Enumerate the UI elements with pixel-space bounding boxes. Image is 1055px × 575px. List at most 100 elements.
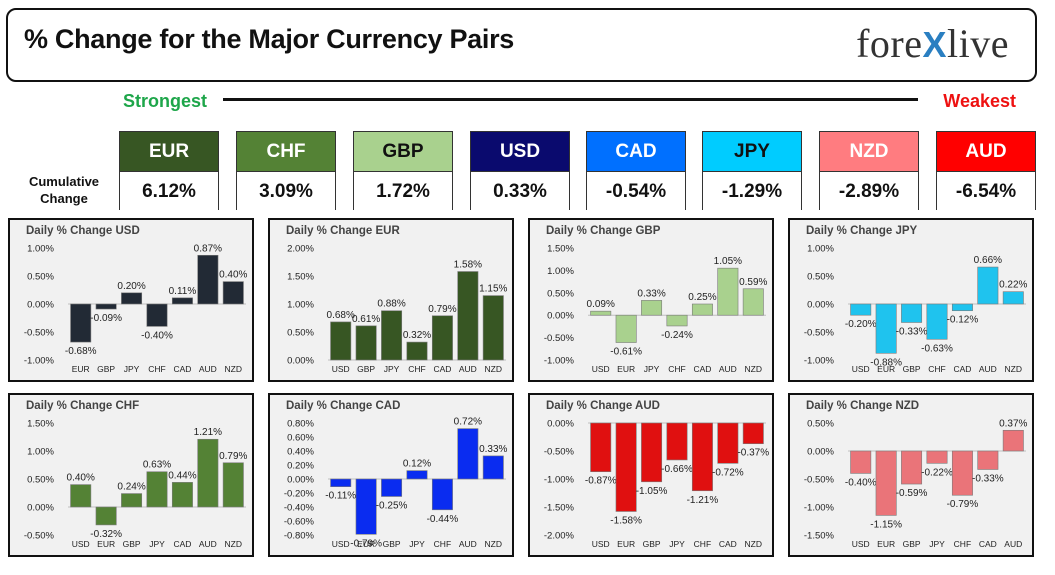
- x-tick-label: EUR: [877, 539, 895, 549]
- bar-usd: [590, 310, 612, 316]
- bar-gbp: [901, 303, 923, 323]
- x-tick-label: USD: [852, 364, 870, 374]
- bar-aud: [717, 267, 739, 316]
- cumulative-label-line1: Cumulative: [28, 174, 100, 189]
- y-tick-label: -1.00%: [804, 356, 835, 367]
- data-label: -0.24%: [661, 330, 693, 341]
- y-tick-label: 0.00%: [27, 300, 54, 311]
- data-label: -0.40%: [141, 330, 173, 341]
- y-tick-label: -0.40%: [284, 503, 315, 514]
- data-label: 0.22%: [999, 280, 1027, 291]
- strongest-label: Strongest: [123, 91, 208, 111]
- data-label: 0.33%: [479, 444, 507, 455]
- bar-chf: [666, 314, 688, 327]
- data-label: 1.05%: [714, 256, 742, 267]
- data-label: 0.37%: [999, 418, 1027, 429]
- logo-text-right: live: [947, 21, 1009, 66]
- data-label: -0.37%: [737, 448, 769, 459]
- y-tick-label: -0.50%: [24, 531, 55, 542]
- x-tick-label: CAD: [953, 364, 971, 374]
- x-tick-label: CAD: [173, 539, 191, 549]
- x-tick-label: GBP: [357, 364, 375, 374]
- bar-chart: -0.80% -0.60% -0.40% -0.20% 0.00% 0.20% 0.40% 0…: [284, 417, 508, 550]
- y-tick-label: 0.20%: [287, 461, 314, 472]
- logo-text-left: fore: [856, 21, 923, 66]
- data-label: -0.59%: [896, 488, 928, 499]
- data-label: 0.40%: [219, 270, 247, 281]
- bar-eur: [875, 450, 897, 516]
- y-tick-label: 0.00%: [547, 311, 574, 322]
- y-tick-label: 0.80%: [287, 419, 314, 430]
- data-label: 0.79%: [219, 451, 247, 462]
- y-tick-label: 1.00%: [287, 300, 314, 311]
- x-tick-label: JPY: [384, 364, 400, 374]
- data-label: 0.88%: [377, 299, 405, 310]
- x-tick-label: AUD: [979, 364, 997, 374]
- bar-jpy: [121, 292, 143, 305]
- data-label: -1.21%: [687, 495, 719, 506]
- y-tick-label: 1.00%: [27, 447, 54, 458]
- x-tick-label: GBP: [123, 539, 141, 549]
- y-tick-label: 0.50%: [287, 328, 314, 339]
- data-label: -0.33%: [896, 326, 928, 337]
- y-tick-label: -1.00%: [544, 356, 575, 367]
- data-label: -0.79%: [947, 499, 979, 510]
- y-tick-label: -1.00%: [804, 503, 835, 514]
- y-tick-label: 0.50%: [807, 419, 834, 430]
- y-tick-label: -0.20%: [284, 489, 315, 500]
- bar-eur: [875, 303, 897, 354]
- bar-jpy: [926, 450, 948, 464]
- data-label: 0.25%: [688, 292, 716, 303]
- bar-jpy: [641, 300, 663, 316]
- chart-panel-7: Daily % Change AUD -2.00% -1.50% -1.00% -0.5…: [528, 393, 774, 557]
- chart-title: Daily % Change NZD: [806, 400, 920, 412]
- data-label: 0.59%: [739, 277, 767, 288]
- cumulative-change-value: -2.89%: [820, 172, 918, 211]
- data-label: -0.11%: [325, 491, 356, 502]
- x-tick-label: CHF: [434, 539, 451, 549]
- y-tick-label: 1.00%: [547, 266, 574, 277]
- chart-panel-4: Daily % Change JPY -1.00% -0.50% 0.00% 0.50%…: [788, 218, 1034, 382]
- x-tick-label: USD: [592, 364, 610, 374]
- bar-eur: [355, 478, 377, 535]
- bar-usd: [70, 484, 92, 508]
- currency-box-cad: CAD -0.54%: [586, 131, 686, 211]
- x-tick-label: NZD: [745, 364, 762, 374]
- y-tick-label: 0.00%: [287, 475, 314, 486]
- x-tick-label: NZD: [225, 364, 242, 374]
- y-tick-label: 1.00%: [807, 244, 834, 255]
- y-tick-label: 0.50%: [27, 272, 54, 283]
- x-tick-label: CHF: [954, 539, 971, 549]
- cumulative-change-value: 0.33%: [471, 172, 569, 211]
- x-tick-label: NZD: [745, 539, 762, 549]
- x-tick-label: JPY: [644, 364, 660, 374]
- bar-eur: [615, 314, 637, 343]
- data-label: 0.61%: [352, 314, 380, 325]
- bar-gbp: [381, 478, 403, 497]
- bar-cad: [717, 422, 739, 464]
- bar-aud: [977, 266, 999, 305]
- bar-jpy: [381, 310, 403, 361]
- cumulative-change-value: 3.09%: [237, 172, 335, 211]
- bar-aud: [197, 254, 219, 305]
- y-tick-label: 0.00%: [807, 447, 834, 458]
- bar-usd: [330, 321, 352, 361]
- bar-nzd: [222, 281, 244, 305]
- bar-aud: [457, 428, 479, 480]
- data-label: 0.66%: [974, 255, 1002, 266]
- bar-chart: -1.50% -1.00% -0.50% 0.00% 0.50% -0.40% USD-1.…: [804, 418, 1028, 549]
- data-label: 0.44%: [168, 470, 196, 481]
- x-tick-label: JPY: [149, 539, 165, 549]
- y-tick-label: 0.00%: [27, 503, 54, 514]
- currency-code: CHF: [237, 132, 335, 172]
- bar-cad: [951, 303, 973, 312]
- data-label: 1.21%: [194, 427, 222, 438]
- x-tick-label: JPY: [929, 539, 945, 549]
- x-tick-label: EUR: [72, 364, 90, 374]
- bar-chf: [926, 303, 948, 340]
- y-tick-label: 1.50%: [547, 244, 574, 255]
- bar-chart: 0.00% 0.50% 1.00% 1.50% 2.00% 0.68% USD 0.61% GB…: [287, 244, 508, 375]
- data-label: -0.61%: [610, 347, 642, 358]
- chart-panel-5: Daily % Change CHF -0.50% 0.00% 0.50% 1.00% 1…: [8, 393, 254, 557]
- bar-chf: [951, 450, 973, 496]
